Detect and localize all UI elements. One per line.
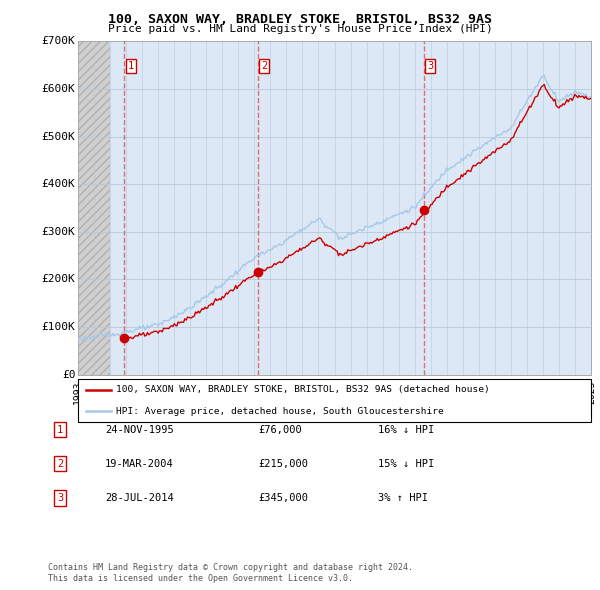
Text: £76,000: £76,000	[258, 425, 302, 434]
Text: £500K: £500K	[41, 132, 76, 142]
Text: £300K: £300K	[41, 227, 76, 237]
Text: Contains HM Land Registry data © Crown copyright and database right 2024.: Contains HM Land Registry data © Crown c…	[48, 563, 413, 572]
Text: 3% ↑ HPI: 3% ↑ HPI	[378, 493, 428, 503]
Text: £400K: £400K	[41, 179, 76, 189]
Text: 28-JUL-2014: 28-JUL-2014	[105, 493, 174, 503]
Text: Price paid vs. HM Land Registry's House Price Index (HPI): Price paid vs. HM Land Registry's House …	[107, 24, 493, 34]
Text: 16% ↓ HPI: 16% ↓ HPI	[378, 425, 434, 434]
Text: 1: 1	[128, 61, 134, 71]
Text: £700K: £700K	[41, 37, 76, 46]
Text: 100, SAXON WAY, BRADLEY STOKE, BRISTOL, BS32 9AS: 100, SAXON WAY, BRADLEY STOKE, BRISTOL, …	[108, 13, 492, 26]
Text: £0: £0	[62, 370, 76, 379]
Text: 3: 3	[427, 61, 433, 71]
Text: £100K: £100K	[41, 322, 76, 332]
Text: 2: 2	[261, 61, 268, 71]
FancyBboxPatch shape	[78, 379, 591, 422]
Text: £600K: £600K	[41, 84, 76, 94]
Text: 15% ↓ HPI: 15% ↓ HPI	[378, 459, 434, 468]
Text: £200K: £200K	[41, 274, 76, 284]
Text: 3: 3	[57, 493, 63, 503]
Text: 24-NOV-1995: 24-NOV-1995	[105, 425, 174, 434]
Text: 2: 2	[57, 459, 63, 468]
Text: This data is licensed under the Open Government Licence v3.0.: This data is licensed under the Open Gov…	[48, 574, 353, 583]
Text: HPI: Average price, detached house, South Gloucestershire: HPI: Average price, detached house, Sout…	[116, 407, 444, 416]
Text: 100, SAXON WAY, BRADLEY STOKE, BRISTOL, BS32 9AS (detached house): 100, SAXON WAY, BRADLEY STOKE, BRISTOL, …	[116, 385, 490, 395]
Text: £345,000: £345,000	[258, 493, 308, 503]
Text: 19-MAR-2004: 19-MAR-2004	[105, 459, 174, 468]
Text: £215,000: £215,000	[258, 459, 308, 468]
Text: 1: 1	[57, 425, 63, 434]
